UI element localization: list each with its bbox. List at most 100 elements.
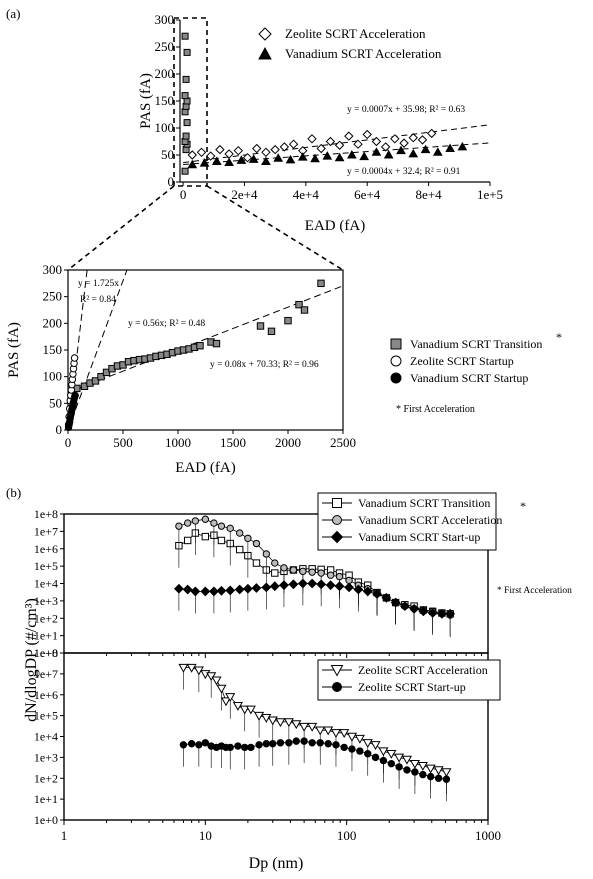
- data-point: [217, 536, 226, 545]
- data-point: [340, 743, 348, 752]
- data-point: [409, 603, 420, 614]
- x-axis-label: EAD (fA): [175, 460, 235, 476]
- legend-marker: [332, 682, 342, 692]
- chart-b-bottom: 1e+0 1e+1 1e+2 1e+3 1e+4 1e+5 1e+6 1e+7 1e+8 1 10 1…: [34, 646, 501, 872]
- legend-label: Vanadium SCRT Acceleration: [358, 513, 502, 527]
- legend-asterisk: *: [520, 499, 526, 513]
- data-point: [408, 148, 419, 158]
- x-tick-label: 2000: [275, 435, 301, 450]
- x-tick-label: 1000: [475, 828, 501, 843]
- data-point: [426, 128, 437, 139]
- data-point: [346, 732, 358, 742]
- data-point: [195, 741, 203, 749]
- y-axis-label: PAS (fA): [138, 73, 154, 129]
- data-point: [325, 136, 336, 147]
- fit-line: [183, 142, 491, 166]
- legend-label: Vanadium SCRT Transition: [410, 337, 542, 351]
- data-point: [322, 151, 333, 160]
- data-point: [241, 743, 249, 752]
- data-point: [445, 143, 455, 153]
- data-point: [362, 739, 373, 748]
- y-tick-label: 1e+1: [34, 792, 58, 806]
- data-point: [288, 139, 299, 149]
- data-point: [256, 322, 265, 330]
- data-point: [427, 608, 438, 618]
- series-vanadium-scrt-acceleration: [187, 141, 468, 169]
- panel-b-label: (b): [6, 485, 21, 500]
- data-point: [190, 586, 201, 597]
- data-point: [209, 586, 219, 597]
- data-point-accel: [335, 572, 344, 581]
- zoom-connectors: [67, 17, 344, 271]
- legend-marker: [332, 498, 342, 508]
- data-point: [212, 339, 221, 348]
- legend-marker: [390, 355, 402, 367]
- legend-marker-accel: [332, 515, 342, 525]
- legend-label: Zeolite SCRT Start-up: [358, 680, 466, 694]
- data-point: [276, 739, 285, 747]
- data-point: [354, 734, 365, 744]
- data-point: [411, 768, 419, 776]
- data-point: [445, 608, 456, 619]
- legend-label: Vanadium SCRT Transition: [358, 496, 490, 510]
- data-point: [216, 585, 227, 596]
- fit-line: [68, 270, 128, 430]
- data-point: [425, 764, 436, 774]
- x-tick-label: 0: [180, 187, 187, 202]
- data-point: [215, 144, 225, 155]
- data-point: [102, 368, 111, 377]
- data-point: [418, 606, 429, 617]
- y-tick-label: 150: [43, 342, 63, 357]
- legend-label: Vanadium SCRT Startup: [410, 371, 528, 385]
- data-point: [224, 149, 234, 159]
- data-point: [316, 739, 324, 747]
- data-point: [220, 697, 232, 707]
- data-point: [372, 589, 382, 599]
- x-tick-label: 2500: [330, 435, 356, 450]
- legend-label: Zeolite SCRT Startup: [410, 354, 514, 368]
- data-point: [233, 145, 244, 156]
- data-point: [353, 139, 363, 149]
- y-tick-label: 300: [43, 262, 63, 277]
- legend: Vanadium SCRT Transition Zeolite SCRT Sta…: [390, 330, 562, 385]
- y-axis-label: PAS (fA): [6, 322, 22, 378]
- data-point: [242, 152, 253, 163]
- data-point: [251, 583, 262, 593]
- data-point-accel: [308, 568, 316, 576]
- y-tick-label: 1e+8: [34, 646, 58, 660]
- data-point: [353, 584, 364, 595]
- data-point: [201, 739, 210, 747]
- legend-label: Vanadium SCRT Start-up: [358, 530, 480, 544]
- data-point: [97, 372, 105, 381]
- data-point: [187, 740, 196, 748]
- data-point: [441, 768, 452, 778]
- data-point: [199, 158, 210, 167]
- data-point: [442, 775, 451, 783]
- data-point: [205, 151, 216, 161]
- y-tick-label: 1e+2: [34, 611, 58, 625]
- data-point-accel: [317, 569, 325, 577]
- legend-marker: [258, 27, 272, 41]
- data-point: [211, 156, 222, 165]
- data-point: [273, 153, 284, 162]
- legend-asterisk: *: [556, 330, 562, 344]
- data-point: [182, 75, 190, 83]
- series-vanadium-scrt-start-up: [173, 578, 456, 636]
- data-point-accel: [244, 534, 252, 542]
- data-point: [339, 729, 350, 739]
- data-point: [379, 756, 388, 765]
- y-axis-label: dN/dlogDP (#/cm³): [23, 598, 40, 722]
- data-point-accel: [201, 515, 210, 523]
- data-point: [334, 140, 345, 150]
- x-tick-label: 2e+4: [231, 187, 258, 202]
- y-tick-label: 1e+0: [34, 813, 58, 827]
- data-point: [248, 154, 259, 163]
- data-point: [279, 142, 290, 152]
- data-point-accel: [262, 550, 270, 558]
- data-point: [307, 134, 317, 144]
- data-point: [371, 147, 382, 156]
- legend-marker: [330, 665, 344, 677]
- x-tick-label: 100: [337, 828, 357, 843]
- footnote: * First Acceleration: [497, 586, 572, 596]
- data-point: [186, 663, 197, 673]
